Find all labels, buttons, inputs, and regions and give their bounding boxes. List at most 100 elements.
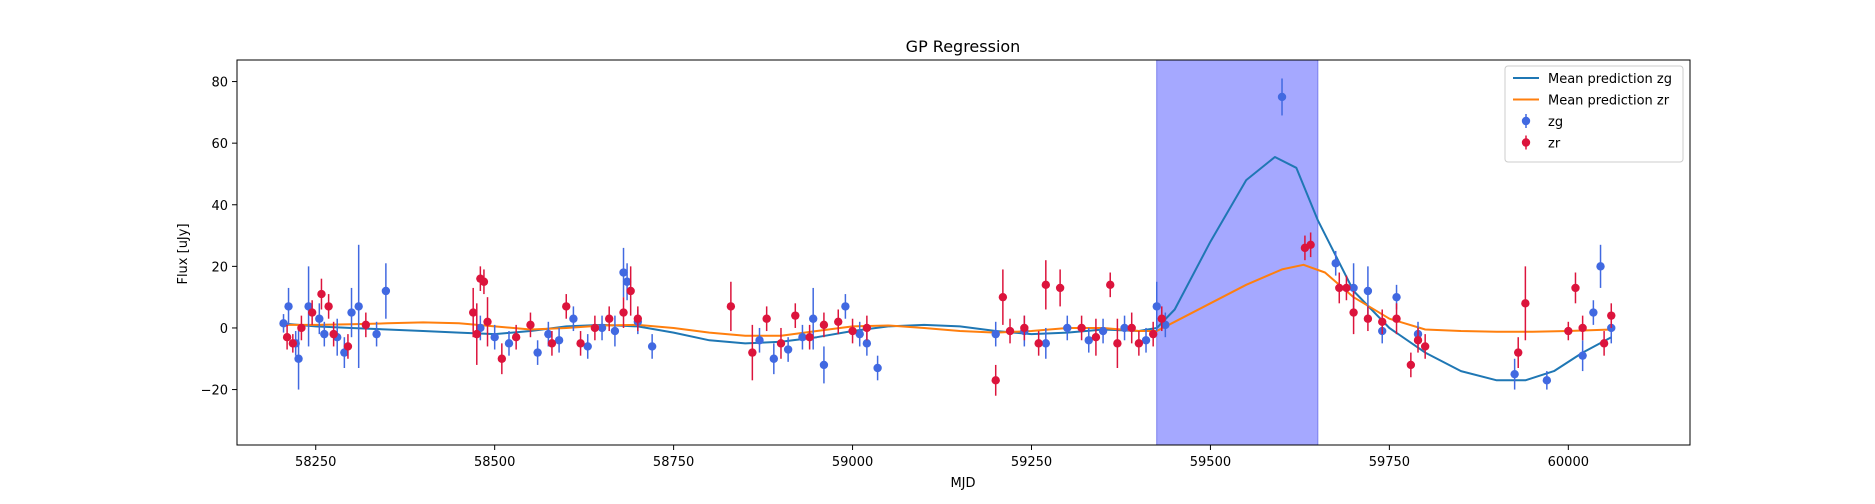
- data-point: [1020, 323, 1029, 333]
- data-point: [1363, 314, 1373, 323]
- data-point: [1599, 339, 1609, 348]
- data-point: [307, 308, 317, 317]
- data-point: [361, 320, 371, 330]
- data-point: [862, 339, 872, 348]
- y-tick-label: 80: [211, 76, 228, 91]
- data-point: [855, 329, 864, 339]
- chart-title: GP Regression: [906, 37, 1021, 56]
- data-point: [279, 319, 288, 328]
- data-point: [1063, 323, 1072, 333]
- data-point: [340, 348, 349, 357]
- data-point: [1510, 369, 1519, 379]
- data-point: [1084, 336, 1093, 345]
- y-tick-label: 40: [211, 199, 228, 214]
- series-zr: [282, 232, 1616, 396]
- legend-marker-swatch: [1521, 138, 1531, 147]
- data-point: [1041, 339, 1051, 348]
- y-tick-label: 0: [220, 322, 228, 337]
- x-tick-label: 58250: [295, 455, 336, 470]
- data-point: [1514, 348, 1523, 357]
- data-point: [1607, 311, 1616, 320]
- data-point: [619, 268, 628, 277]
- data-point: [1091, 333, 1101, 342]
- data-point: [297, 323, 306, 333]
- data-point: [805, 333, 814, 342]
- data-point: [991, 329, 1000, 339]
- data-point: [329, 329, 338, 339]
- data-point: [1077, 323, 1086, 333]
- data-point: [808, 314, 818, 323]
- data-point: [381, 286, 391, 296]
- data-point: [554, 336, 564, 345]
- data-point: [1342, 283, 1351, 293]
- data-point: [1571, 283, 1580, 293]
- x-axis-label: MJD: [950, 476, 975, 491]
- data-point: [819, 320, 829, 330]
- legend-marker-swatch: [1521, 116, 1531, 126]
- data-point: [1113, 339, 1122, 348]
- data-point: [324, 302, 333, 311]
- y-tick-label: 60: [211, 137, 228, 152]
- data-point: [1349, 283, 1358, 293]
- data-point: [315, 314, 324, 323]
- legend-label: zr: [1548, 137, 1561, 152]
- x-tick-label: 59000: [832, 455, 873, 470]
- data-point: [862, 323, 872, 333]
- data-point: [1120, 323, 1129, 333]
- series-line: [279, 263, 1612, 337]
- data-point: [1363, 286, 1373, 296]
- x-tick-label: 58750: [653, 455, 694, 470]
- data-point: [1134, 339, 1144, 348]
- data-point: [590, 323, 600, 333]
- data-point: [604, 314, 614, 323]
- data-point: [483, 317, 492, 326]
- data-point: [1578, 323, 1587, 333]
- data-point: [834, 317, 843, 326]
- data-point: [633, 314, 643, 323]
- data-point: [776, 339, 786, 348]
- data-point: [354, 302, 363, 311]
- data-point: [533, 348, 542, 357]
- data-point: [619, 308, 628, 317]
- data-point: [526, 320, 535, 330]
- x-tick-label: 58500: [474, 455, 515, 470]
- data-point: [1589, 308, 1598, 317]
- data-point: [544, 329, 553, 339]
- legend: Mean prediction zg Mean prediction zr zg zr: [1504, 65, 1684, 163]
- data-point: [304, 302, 313, 311]
- data-point: [562, 302, 571, 311]
- legend-box: [1504, 65, 1684, 163]
- data-point: [798, 333, 807, 342]
- data-point: [547, 339, 557, 348]
- data-point: [504, 339, 514, 348]
- data-point: [1349, 308, 1358, 317]
- data-point: [1306, 240, 1315, 249]
- data-point: [1578, 351, 1587, 360]
- data-point: [1141, 336, 1151, 345]
- data-point: [1148, 329, 1158, 339]
- data-point: [1392, 292, 1401, 302]
- data-point: [769, 354, 779, 363]
- legend-label: Mean prediction zr: [1548, 94, 1670, 109]
- data-point: [998, 292, 1008, 302]
- data-point: [1127, 323, 1136, 333]
- data-point: [762, 314, 771, 323]
- data-point: [1521, 299, 1530, 308]
- x-tick-label: 60000: [1548, 455, 1589, 470]
- data-point: [569, 314, 578, 323]
- data-point: [1277, 92, 1287, 102]
- data-point: [343, 342, 353, 351]
- plot-layer: [279, 59, 1616, 446]
- y-axis-label: Flux [uJy]: [176, 223, 191, 284]
- data-point: [497, 354, 507, 363]
- data-point: [317, 289, 326, 299]
- data-point: [479, 277, 489, 286]
- data-point: [347, 308, 356, 317]
- data-point: [755, 336, 764, 345]
- data-point: [1542, 376, 1552, 385]
- data-point: [626, 286, 635, 296]
- data-point: [472, 329, 481, 339]
- data-point: [1157, 314, 1166, 323]
- data-point: [1106, 280, 1115, 290]
